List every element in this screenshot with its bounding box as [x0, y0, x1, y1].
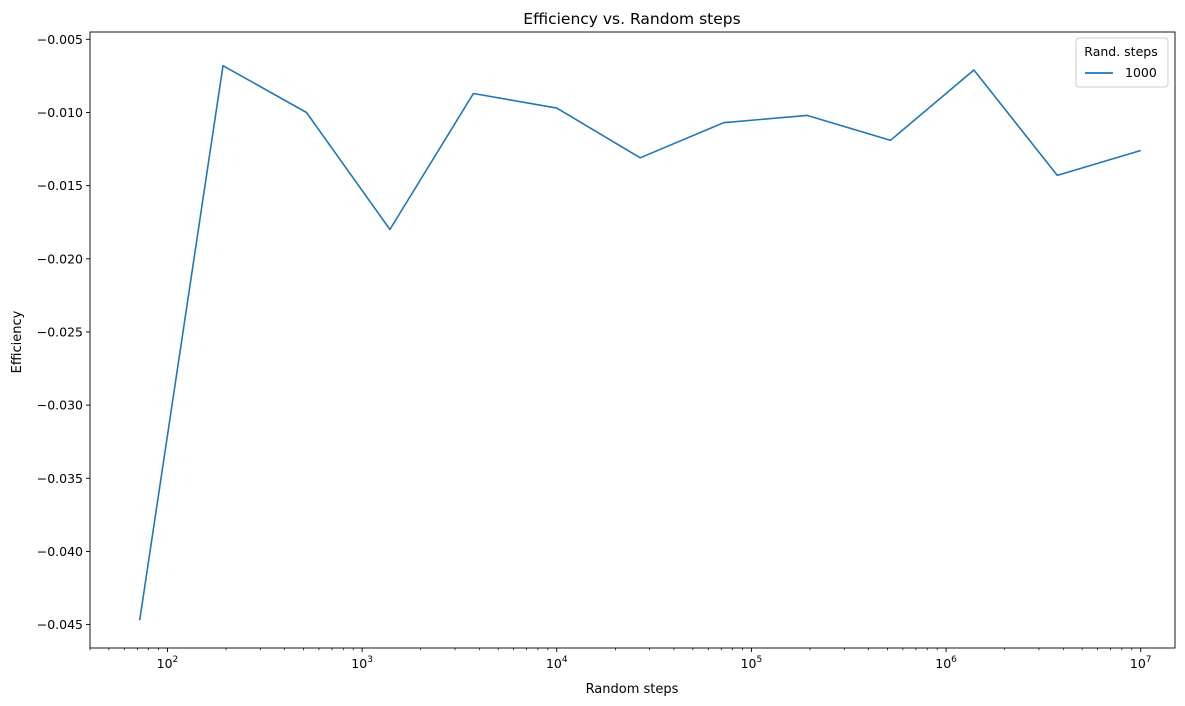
x-tick-base: 10	[351, 656, 367, 671]
series-line-1000	[138, 64, 1141, 621]
x-tick-label: 107	[1130, 655, 1152, 671]
x-tick-label: 105	[741, 655, 763, 671]
y-tick-label: −0.025	[37, 324, 83, 339]
x-tick-exponent: 5	[757, 655, 763, 665]
x-tick-base: 10	[935, 656, 951, 671]
x-tick-label: 106	[935, 655, 957, 671]
x-tick-base: 10	[1130, 656, 1146, 671]
x-tick-base: 10	[741, 656, 757, 671]
x-tick-label: 102	[157, 655, 179, 671]
axes-frame	[89, 31, 1176, 649]
x-tick-exponent: 2	[173, 655, 179, 665]
x-tick-label: 103	[351, 655, 373, 671]
x-tick-exponent: 4	[562, 655, 568, 665]
x-tick-base: 10	[157, 656, 173, 671]
y-tick-label: −0.015	[37, 178, 83, 193]
y-tick-label: −0.005	[37, 32, 83, 47]
legend-title: Rand. steps	[1084, 44, 1157, 59]
x-tick-exponent: 7	[1146, 655, 1152, 665]
x-axis-label: Random steps	[586, 682, 679, 697]
y-tick-label: −0.010	[37, 105, 83, 120]
y-tick-label: −0.030	[37, 398, 83, 413]
y-tick-label: −0.020	[37, 251, 83, 266]
legend-entry-label: 1000	[1125, 65, 1157, 80]
y-axis-label: Efficiency	[10, 310, 25, 373]
legend-box	[1075, 37, 1169, 88]
legend: Rand. steps 1000	[1075, 37, 1169, 88]
x-tick-exponent: 3	[367, 655, 373, 665]
y-tick-label: −0.035	[37, 471, 83, 486]
x-tick-label: 104	[546, 655, 568, 671]
y-tick-label: −0.040	[37, 544, 83, 559]
x-tick-exponent: 6	[951, 655, 957, 665]
y-tick-label: −0.045	[37, 617, 83, 632]
x-tick-base: 10	[546, 656, 562, 671]
plot-area: −0.045 −0.040 −0.035 −0.030 −0.025 −0.020 −0.0…	[37, 31, 1176, 671]
chart-title: Efficiency vs. Random steps	[523, 10, 740, 28]
